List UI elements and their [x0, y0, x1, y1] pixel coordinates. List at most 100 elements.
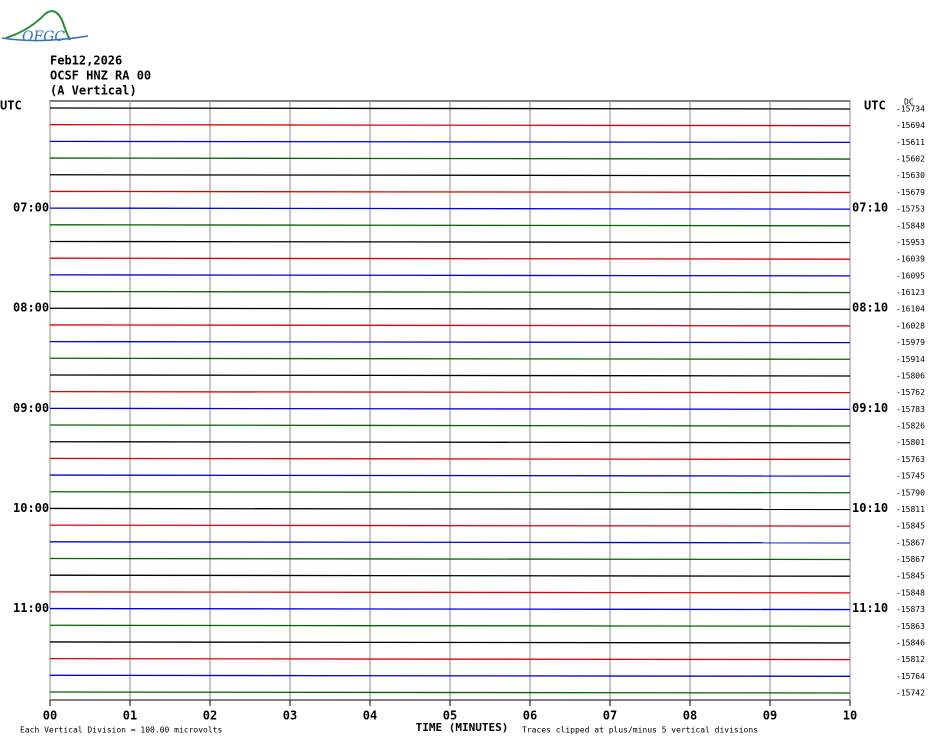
title-date: Feb12,2026	[50, 54, 122, 68]
trace	[49, 207, 851, 210]
scale-note: Each Vertical Division = 100.00 microvol…	[20, 726, 222, 735]
trace	[49, 240, 851, 244]
trace-level: -15602	[896, 155, 925, 164]
trace-level: -16028	[896, 321, 925, 330]
trace	[49, 574, 851, 577]
trace-level: -15790	[896, 488, 925, 497]
trace	[49, 124, 851, 127]
trace	[49, 140, 851, 144]
x-tick-label: 09	[763, 709, 777, 723]
trace-level: -15811	[896, 505, 925, 514]
logo-swoosh	[5, 10, 71, 41]
left-time-label: 08:00	[13, 301, 49, 315]
x-tick-label: 07	[603, 709, 617, 723]
logo-wave	[1, 35, 89, 42]
trace-level: -15867	[896, 538, 925, 547]
trace	[49, 391, 851, 394]
trace-level: -15762	[896, 388, 925, 397]
trace-level: -16123	[896, 288, 925, 297]
trace-level: -15812	[896, 655, 925, 664]
trace	[49, 674, 851, 677]
x-tick-label: 03	[283, 709, 297, 723]
trace-level: -15848	[896, 221, 925, 230]
trace	[49, 524, 851, 527]
trace-level: -15742	[896, 689, 925, 698]
trace-level: -15763	[896, 455, 925, 464]
trace	[49, 691, 851, 694]
left-timezone: UTC	[0, 99, 22, 113]
trace-level: -15611	[896, 138, 925, 147]
trace-level: -15848	[896, 588, 925, 597]
trace	[49, 274, 851, 277]
trace	[49, 257, 851, 260]
x-tick-label: 05	[443, 709, 457, 723]
trace	[49, 340, 851, 344]
title-component: (A Vertical)	[50, 84, 137, 98]
right-time-label: 07:10	[852, 201, 888, 215]
trace	[49, 491, 851, 494]
title-station: OCSF HNZ RA 00	[50, 69, 151, 83]
trace-level: -15873	[896, 605, 925, 614]
dc-label: DC	[904, 98, 914, 107]
trace-level: -15753	[896, 205, 925, 214]
trace-level: -15863	[896, 622, 925, 631]
trace-level: -15734	[896, 105, 925, 114]
trace-level: -15914	[896, 355, 925, 364]
trace	[49, 357, 851, 360]
trace	[49, 324, 851, 327]
left-time-label: 10:00	[13, 501, 49, 515]
trace	[49, 457, 851, 461]
trace	[49, 641, 851, 644]
trace-level: -15845	[896, 522, 925, 531]
trace	[49, 174, 851, 177]
trace-level: -15846	[896, 638, 925, 647]
trace-level: -15801	[896, 438, 925, 447]
trace-level: -15694	[896, 121, 925, 130]
x-tick-label: 00	[43, 709, 57, 723]
right-time-label: 08:10	[852, 301, 888, 315]
left-time-label: 09:00	[13, 401, 49, 415]
trace	[49, 441, 851, 444]
trace	[49, 624, 851, 627]
trace-level: -15845	[896, 572, 925, 581]
trace	[49, 657, 851, 661]
left-time-label: 11:00	[13, 601, 49, 615]
trace-level: -15764	[896, 672, 925, 681]
trace	[49, 591, 851, 594]
trace	[49, 541, 851, 544]
right-time-label: 09:10	[852, 401, 888, 415]
trace	[49, 107, 851, 110]
trace	[49, 474, 851, 477]
trace-level: -15979	[896, 338, 925, 347]
trace	[49, 424, 851, 427]
x-tick-label: 06	[523, 709, 537, 723]
trace-level: -15745	[896, 472, 925, 481]
right-time-label: 10:10	[852, 501, 888, 515]
trace	[49, 307, 851, 310]
trace-level: -15783	[896, 405, 925, 414]
trace	[49, 374, 851, 377]
trace	[49, 407, 851, 410]
trace	[49, 557, 851, 561]
x-tick-label: 08	[683, 709, 697, 723]
trace-level: -15867	[896, 555, 925, 564]
trace	[49, 507, 851, 511]
x-tick-label: 10	[843, 709, 857, 723]
trace-level: -16095	[896, 271, 925, 280]
trace	[49, 290, 851, 294]
trace-level: -15953	[896, 238, 925, 247]
x-tick-label: 04	[363, 709, 377, 723]
x-tick-label: 01	[123, 709, 137, 723]
trace-level: -16104	[896, 305, 925, 314]
logo-text: OFGC	[22, 29, 65, 45]
trace-level: -16039	[896, 255, 925, 264]
trace	[49, 224, 851, 227]
x-axis-label: TIME (MINUTES)	[416, 721, 509, 734]
right-timezone: UTC	[864, 99, 886, 113]
trace	[49, 190, 851, 194]
x-tick-label: 02	[203, 709, 217, 723]
right-time-label: 11:10	[852, 601, 888, 615]
trace	[49, 607, 851, 611]
left-time-label: 07:00	[13, 201, 49, 215]
